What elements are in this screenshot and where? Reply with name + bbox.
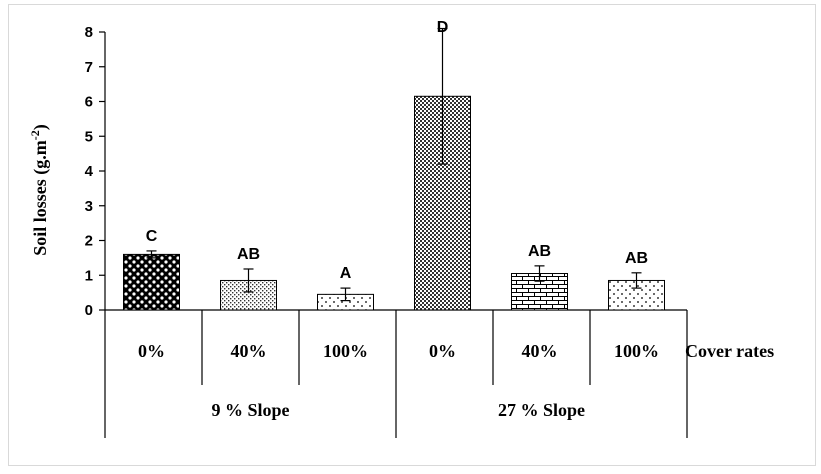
error-bar [534,265,545,282]
data-label: A [340,265,352,282]
bar [123,253,180,311]
x-axis-title: Cover rates [685,341,774,361]
bar-group: AB [220,246,277,311]
y-tick-label: 6 [85,94,93,111]
y-tick-label: 3 [85,198,93,215]
error-bar [340,287,351,302]
group-label: 27 % Slope [498,400,585,420]
error-bar [146,250,157,259]
category-label: 100% [614,341,659,361]
category-table-lines [104,309,688,438]
y-tick-label: 5 [85,128,93,145]
category-label: 40% [231,341,267,361]
bar-group: AB [511,243,568,311]
bar-group: C [123,228,180,311]
category-label: 100% [323,341,368,361]
data-label: AB [237,246,260,263]
error-bar [437,27,448,165]
bar-group: A [317,265,374,311]
y-tick-label: 2 [85,233,93,250]
category-label: 0% [429,341,456,361]
chart-frame [8,4,816,466]
data-label: C [146,228,158,245]
data-label: D [437,19,449,36]
group-label: 9 % Slope [211,400,289,420]
y-tick-label: 8 [85,24,93,41]
y-tick-label: 4 [85,163,94,180]
y-tick-label: 0 [85,302,93,319]
bar-group: D [414,19,471,311]
svg-text:Soil losses (g.m-2): Soil losses (g.m-2) [28,124,51,256]
y-tick-label: 7 [85,59,93,76]
bar-group: AB [608,250,665,311]
data-label: AB [625,250,648,267]
category-label: 0% [138,341,165,361]
error-bar [243,268,254,293]
data-label: AB [528,243,551,260]
y-axis: 0 1 2 3 4 5 6 7 8 [85,24,106,319]
error-bar [631,272,642,289]
category-labels: 0% 40% 100% 0% 40% 100% 9 % Slope 27 % Slope [138,341,659,420]
y-tick-label: 1 [85,267,93,284]
category-label: 40% [522,341,558,361]
y-axis-title: Soil losses (g.m-2) [28,124,51,256]
bars: C AB A D AB AB [123,19,665,311]
